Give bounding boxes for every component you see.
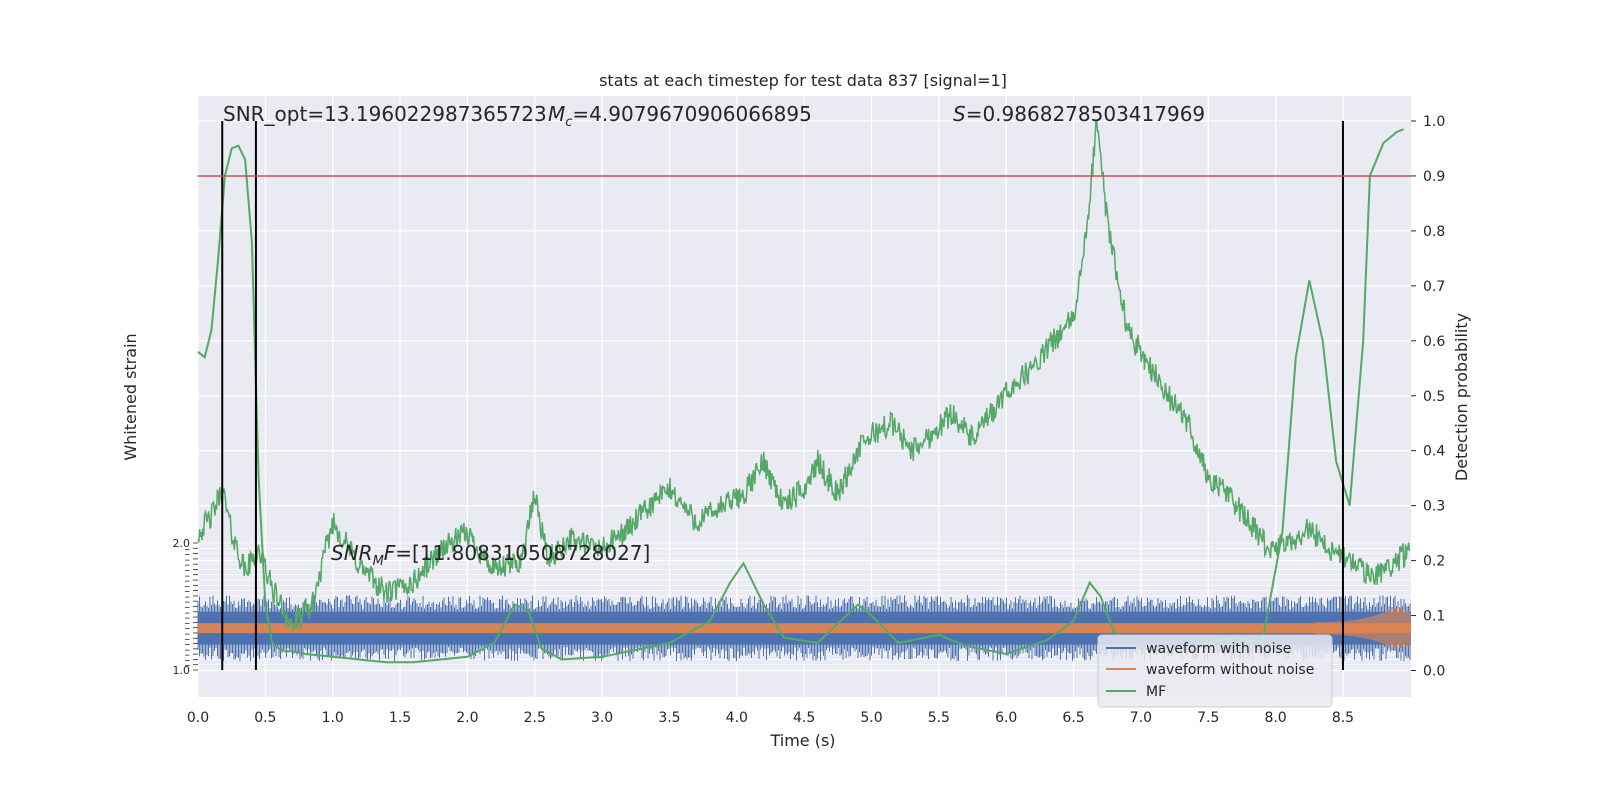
legend-box (1097, 634, 1333, 708)
left-tick-label: – (185, 606, 191, 619)
left-tick-label: – (185, 553, 191, 566)
y-tick-label: 0.9 (1423, 169, 1445, 185)
left-tick-label: – (185, 590, 191, 603)
x-tick-label: 2.0 (456, 710, 478, 726)
left-tick-label: – (185, 601, 191, 614)
left-tick-label: – (185, 638, 191, 651)
x-axis-label: Time (s) (769, 731, 835, 750)
left-tick-label: – (185, 548, 191, 561)
legend-label-noise: waveform with noise (1146, 641, 1291, 657)
legend-label-clean: waveform without noise (1146, 662, 1314, 678)
y-tick-label: 0.3 (1423, 499, 1445, 515)
left-tick-label: 1.0 (173, 664, 191, 677)
x-tick-label: 7.5 (1197, 710, 1219, 726)
left-tick-label: – (185, 648, 191, 661)
left-tick-label: – (185, 622, 191, 635)
y-tick-label: 0.6 (1423, 334, 1445, 350)
left-tick-label: – (185, 632, 191, 645)
snr-mf-annotation: SNRMF=[11.808310508728027] (331, 541, 650, 569)
right-axis-label: Detection probability (1452, 313, 1471, 481)
left-tick-label: 2.0 (173, 537, 191, 550)
chart-title: stats at each timestep for test data 837… (599, 71, 1007, 90)
left-tick-label: – (185, 611, 191, 624)
x-tick-label: 5.5 (928, 710, 950, 726)
left-tick-label: – (185, 595, 191, 608)
x-tick-label: 4.5 (793, 710, 815, 726)
x-tick-label: 2.5 (524, 710, 546, 726)
x-tick-label: 5.0 (860, 710, 882, 726)
x-tick-label: 1.0 (322, 710, 344, 726)
left-tick-label: – (185, 574, 191, 587)
left-tick-label: – (185, 542, 191, 555)
mf-line (197, 128, 1404, 664)
series-lines (197, 120, 1411, 664)
legend: waveform with noise waveform without noi… (1097, 634, 1333, 708)
x-tick-label: 7.0 (1130, 710, 1152, 726)
legend-label-mf: MF (1146, 684, 1166, 700)
x-tick-label: 0.0 (187, 710, 209, 726)
vertical-markers (221, 121, 1344, 670)
x-tick-label: 3.5 (658, 710, 680, 726)
y-tick-label: 0.4 (1423, 444, 1445, 460)
x-tick-label: 6.5 (1062, 710, 1084, 726)
y-tick-label: 0.5 (1423, 389, 1445, 405)
y-tick-label: 1.0 (1423, 114, 1445, 130)
x-tick-label: 1.5 (389, 710, 411, 726)
left-tick-label: – (185, 659, 191, 672)
x-tick-label: 0.5 (254, 710, 276, 726)
clean-waveform-chirp (1315, 607, 1411, 649)
left-axis: 2.0–––––––––––––––––––––––1.0 (173, 537, 198, 677)
y-tick-label: 0.2 (1423, 554, 1445, 570)
left-tick-label: – (185, 558, 191, 571)
left-tick-label: – (185, 643, 191, 656)
left-tick-label: – (185, 585, 191, 598)
y-tick-label: 0.7 (1423, 279, 1445, 295)
s-annotation: S=0.9868278503417969 (953, 102, 1205, 126)
x-tick-label: 8.5 (1332, 710, 1354, 726)
x-axis: 0.0 0.5 1.0 1.5 2.0 2.5 3.0 3.5 4.0 4.5 5.0 5.5 6.0 6… (187, 710, 1354, 726)
left-tick-label: – (185, 653, 191, 666)
snr-opt-annotation: SNR_opt=13.196022987365723 (223, 102, 547, 126)
left-tick-label: – (185, 563, 191, 576)
y-tick-label: 0.1 (1423, 609, 1445, 625)
y-tick-label: 0.8 (1423, 224, 1445, 240)
left-tick-label: – (185, 616, 191, 629)
left-tick-label: – (185, 579, 191, 592)
right-axis: 0.0 0.1 0.2 0.3 0.4 0.5 0.6 0.7 0.8 0.9 1.0 (1411, 114, 1445, 680)
x-tick-label: 4.0 (726, 710, 748, 726)
x-tick-label: 3.0 (591, 710, 613, 726)
left-tick-label: – (185, 627, 191, 640)
left-axis-label: Whitened strain (121, 333, 140, 460)
x-tick-label: 8.0 (1264, 710, 1286, 726)
detection-probability-line (197, 120, 1411, 633)
waveform-without-noise-series (198, 607, 1411, 649)
x-tick-label: 6.0 (995, 710, 1017, 726)
clean-waveform-band (198, 623, 1411, 634)
chirp-mass-annotation: Mc=4.9079670906066895 (548, 102, 812, 130)
left-tick-label: – (185, 569, 191, 582)
y-tick-label: 0.0 (1423, 664, 1445, 680)
